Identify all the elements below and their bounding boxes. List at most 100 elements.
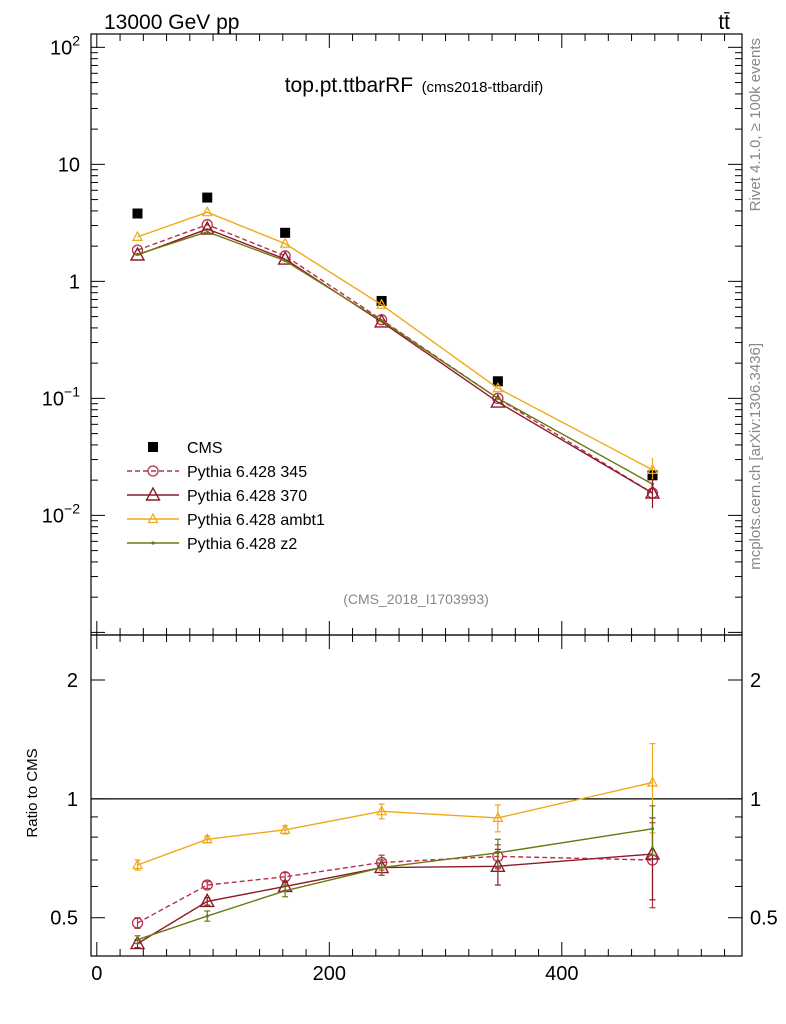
data-point [492,376,503,387]
mcplots-label: mcplots.cern.ch [arXiv:1306.3436] [747,343,764,570]
y-tick-base: 1 [69,271,80,293]
legend-label: Pythia 6.428 z2 [187,536,297,553]
plot-title: top.pt.ttbarRF (cms2018-ttbardif) [285,74,544,97]
energy-label: 13000 GeV pp [104,11,239,34]
data-point [132,230,143,241]
ratio-point [496,851,500,855]
data-point [132,208,143,219]
data-point [283,259,287,263]
series-line [137,223,653,494]
legend-marker [145,486,161,501]
ratio-point [492,811,504,822]
ratio-point [201,833,213,844]
ratio-point [205,914,209,918]
data-point [280,227,291,238]
ratio-point [283,889,287,893]
x-tick-label: 200 [313,963,346,985]
y-tick-exponent: 2 [72,32,80,48]
legend-marker [151,541,155,545]
ratio-series-pythia-6-428-z2 [134,805,656,945]
ratio-ylabel: Ratio to CMS [24,748,41,837]
legend-entry: Pythia 6.428 345 [127,464,307,481]
ratio-y-tick-label-right: 0.5 [750,908,778,930]
legend-entry: CMS [148,440,223,457]
ratio-y-tick-label-right: 2 [750,670,761,692]
ratio-series-pythia-6-428-370 [129,817,661,950]
ratio-point [132,858,143,870]
series-line [137,231,653,485]
legend: CMS Pythia 6.428 345 Pythia 6.428 370 Pythi… [127,440,325,553]
x-tick-label: 400 [545,963,578,985]
analysis-watermark: (CMS_2018_I1703993) [343,591,489,607]
ratio-y-tick-label-left: 2 [67,670,78,692]
data-point [376,298,388,309]
y-tick-label: 10−2 [42,500,80,527]
data-point [135,252,140,256]
data-point [373,313,390,328]
ratio-y-tick-label-right: 1 [750,789,761,811]
series-line [137,211,653,471]
data-point [380,319,384,323]
series-cms [132,192,658,481]
legend-entry: Pythia 6.428 370 [127,486,307,505]
ratio-point [201,879,213,891]
y-tick-base: 10 [42,388,64,410]
y-tick-base: 10 [58,154,80,176]
legend-marker [147,512,159,524]
subtitle-text: (cms2018-ttbardif) [422,79,544,96]
ratio-point [376,805,388,816]
ratio-point [646,776,658,787]
data-point [490,393,506,408]
legend-marker [147,465,159,477]
y-tick-exponent: −1 [64,383,80,399]
main-series [129,192,661,509]
data-point [202,192,213,203]
y-tick-exponent: −2 [64,500,80,516]
ratio-point [380,865,384,870]
ratio-point [644,845,661,860]
ratio-point [279,823,291,834]
ratio-point [129,935,146,950]
ratio-point [131,917,144,929]
legend-label: Pythia 6.428 345 [187,464,307,481]
ratio-series-pythia-6-428-ambt1 [132,743,658,871]
ratio-axis-ticks [91,635,742,957]
data-point [199,220,215,235]
series-pythia-6-428-z2 [135,230,655,486]
legend-label: Pythia 6.428 370 [187,488,307,505]
data-point [496,396,500,400]
y-tick-label: 10−1 [42,383,80,410]
process-label: tt̄ [718,11,730,34]
y-tick-label: 10 [58,154,80,176]
main-axis-ticks [91,34,742,635]
legend-label: CMS [187,440,223,457]
data-point [277,250,293,265]
y-tick-label: 1 [69,271,80,293]
ratio-line [137,781,653,866]
ratio-line [137,853,653,945]
ratio-line [137,855,653,924]
rivet-label: Rivet 4.1.0, ≥ 100k events [747,38,764,211]
ratio-series [129,743,661,950]
y-tick-base: 10 [42,505,64,527]
x-tick-label: 0 [91,963,102,985]
data-point [279,237,291,248]
ratio-point [650,827,655,831]
data-point [205,230,209,234]
legend-label: Pythia 6.428 ambt1 [187,512,325,529]
x-tick-labels: 0 200 400 [91,963,578,985]
legend-entry: Pythia 6.428 ambt1 [127,512,325,529]
data-point [492,381,504,393]
y-tick-base: 10 [50,37,72,59]
title-text: top.pt.ttbarRF [285,74,413,97]
ratio-point [490,857,506,872]
ratio-y-tick-label-left: 0.5 [50,908,78,930]
ratio-line [137,828,653,941]
y-tick-label: 102 [50,32,80,59]
legend-marker [148,442,158,452]
ratio-y-tick-label-left: 1 [67,789,78,811]
ratio-frame [90,634,743,957]
data-point [201,205,213,217]
